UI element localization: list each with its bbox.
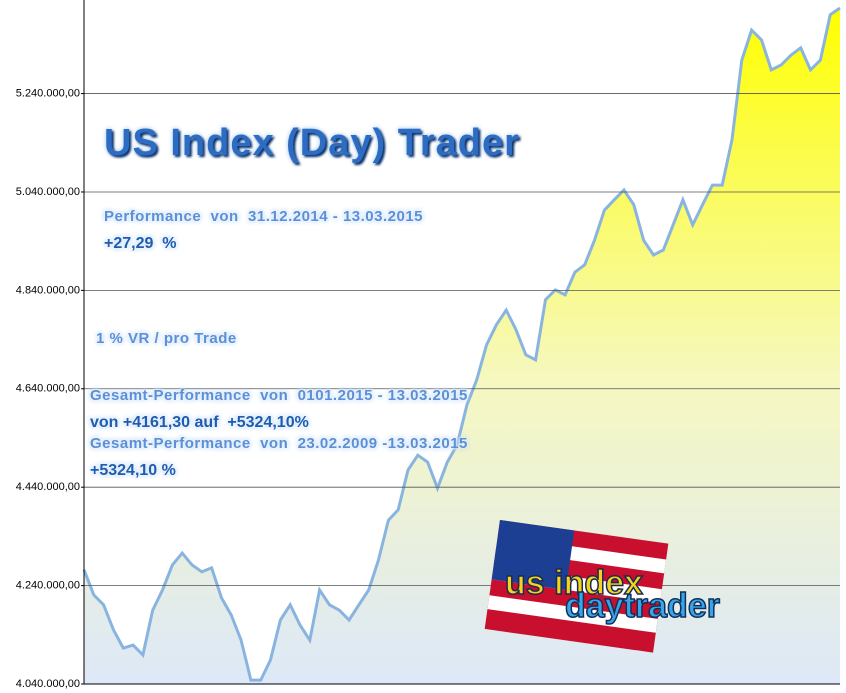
y-tick-label: 5.040.000,00	[16, 186, 80, 198]
annotation: Gesamt-Performance von 23.02.2009 -13.03…	[90, 435, 468, 452]
y-tick-label: 4.240.000,00	[16, 580, 80, 592]
logo-text: us index	[505, 564, 643, 602]
y-tick-label: 4.040.000,00	[16, 678, 80, 690]
y-tick-label: 4.640.000,00	[16, 383, 80, 395]
y-tick-label: 4.440.000,00	[16, 481, 80, 493]
flag-stripe	[487, 595, 658, 633]
annotation: 1 % VR / pro Trade	[96, 330, 237, 347]
flag-canton	[491, 520, 575, 590]
y-tick-label: 5.240.000,00	[16, 87, 80, 99]
line	[82, 6, 841, 682]
area	[84, 8, 840, 684]
y-tick-label: 4.840.000,00	[16, 284, 80, 296]
logo-text: daytrader	[565, 587, 720, 625]
annotation: +5324,10 %	[90, 462, 176, 479]
annotation: Performance von 31.12.2014 - 13.03.2015	[104, 208, 424, 225]
annotation: Gesamt-Performance von 0101.2015 - 13.03…	[90, 387, 468, 404]
annotation: +27,29 %	[104, 235, 177, 252]
annotation: von +4161,30 auf +5324,10%	[90, 414, 309, 431]
logo	[484, 520, 669, 653]
title: US Index (Day) Trader	[104, 122, 520, 164]
